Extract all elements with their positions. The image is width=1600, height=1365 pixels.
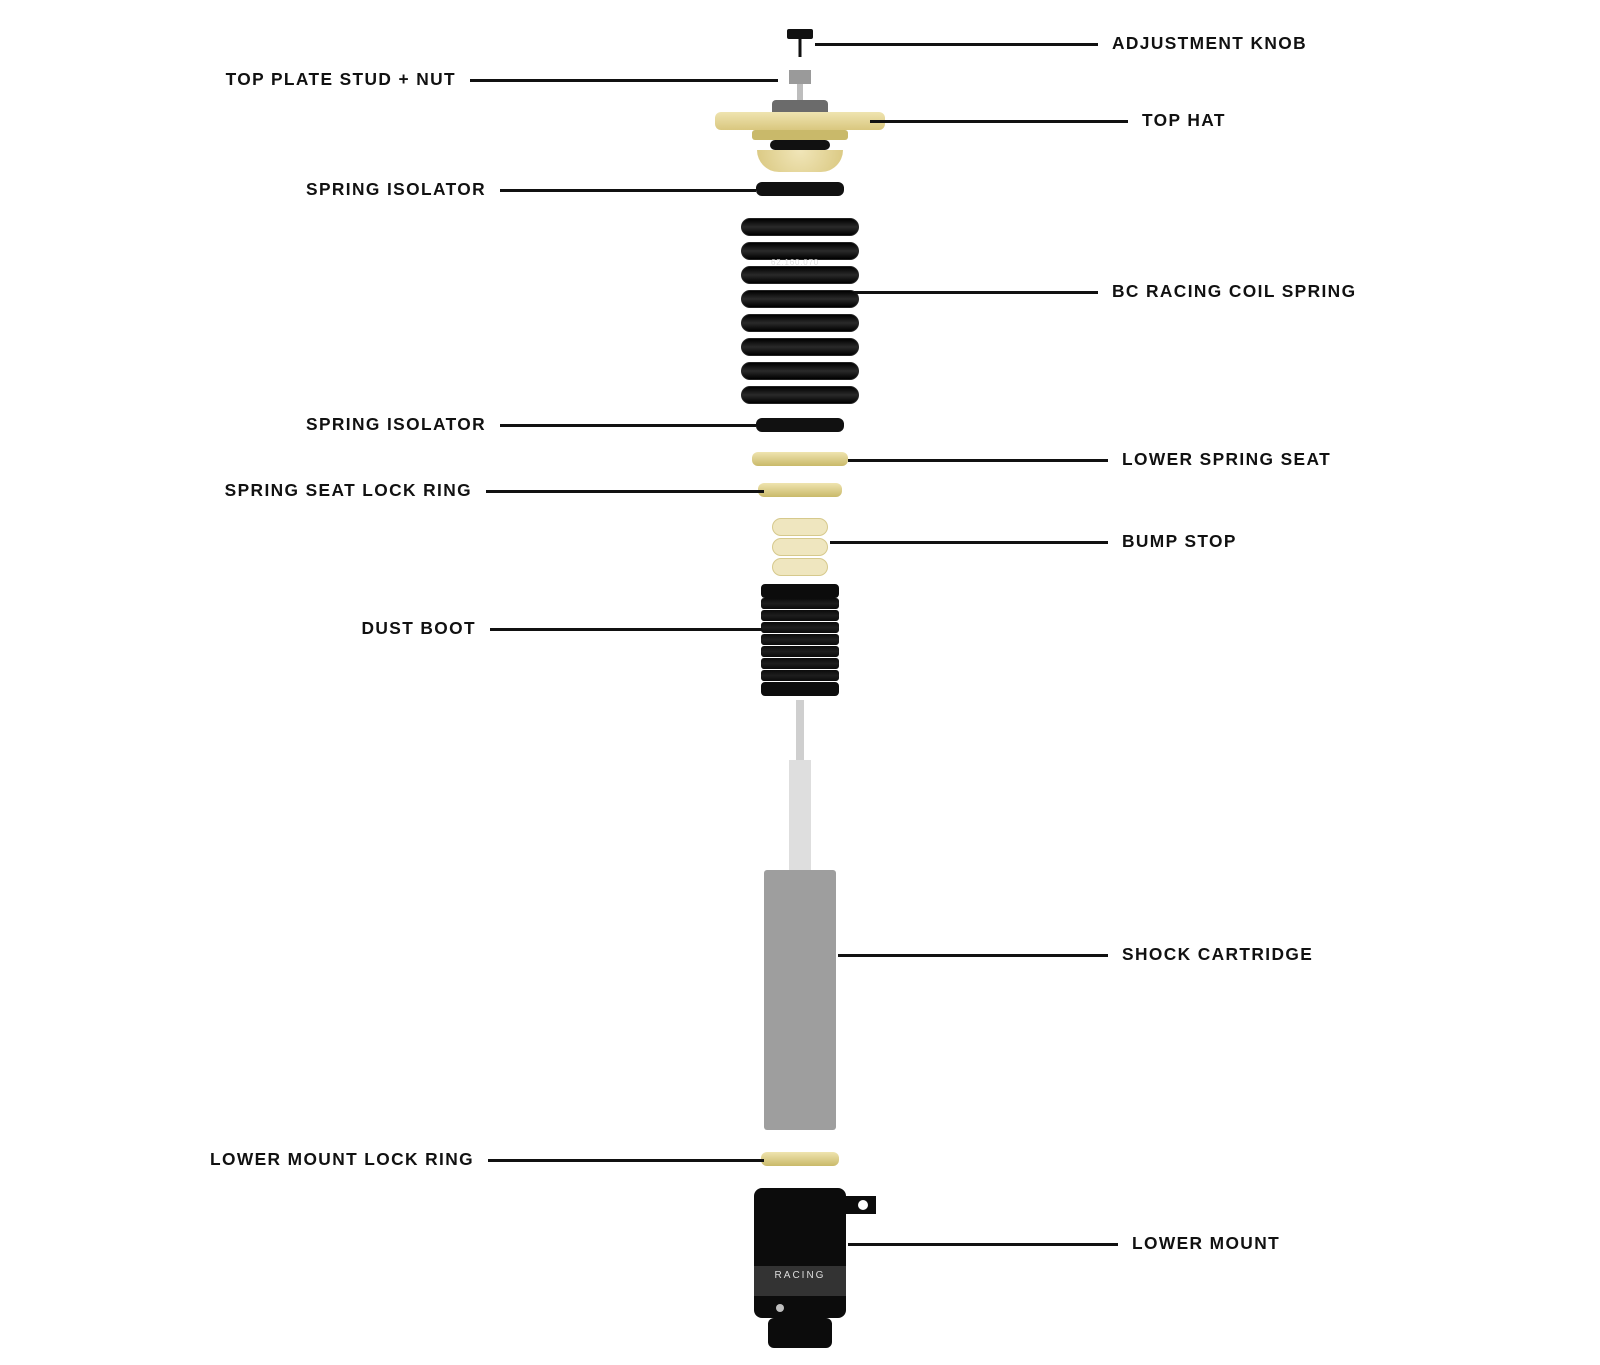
label-adjustment_knob: ADJUSTMENT KNOB [1112, 33, 1307, 54]
leader-adjustment_knob [815, 43, 1098, 46]
part-adjustment-knob-head [787, 29, 813, 39]
leader-lower_mount_lock [488, 1159, 764, 1162]
part-shock-rod-thin [796, 700, 804, 760]
label-coil_spring: BC RACING COIL SPRING [1112, 281, 1356, 302]
part-lower-mount-body: RACING [754, 1188, 846, 1318]
label-lower_mount_lock: LOWER MOUNT LOCK RING [0, 1149, 474, 1170]
part-dust-boot [761, 584, 839, 696]
label-top_plate_stud_nut: TOP PLATE STUD + NUT [0, 69, 456, 90]
leader-bump_stop [830, 541, 1108, 544]
leader-spring_isolator_top [500, 189, 756, 192]
coil-spring-marking: 62.160.070 [771, 258, 819, 267]
part-top-hat-collar [752, 130, 848, 140]
part-spring-isolator-bottom [756, 418, 844, 432]
part-top-hat-ring [770, 140, 830, 150]
part-shock-body [764, 870, 836, 1130]
label-dust_boot: DUST BOOT [0, 618, 476, 639]
part-lower-mount-tab [838, 1196, 876, 1214]
label-spring_seat_lock: SPRING SEAT LOCK RING [0, 480, 472, 501]
coilover-exploded-diagram: 62.160.070 RACING TOP PLATE STUD + NUT SP… [0, 0, 1600, 1365]
leader-spring_isolator_bot [500, 424, 756, 427]
label-spring_isolator_bot: SPRING ISOLATOR [0, 414, 486, 435]
part-spring-seat-lock-ring [758, 483, 842, 497]
leader-lower_mount [848, 1243, 1118, 1246]
label-lower_spring_seat: LOWER SPRING SEAT [1122, 449, 1331, 470]
leader-coil_spring [854, 291, 1098, 294]
part-lower-mount-brand-text: RACING [754, 1270, 846, 1281]
part-top-hat-skirt [757, 150, 843, 172]
part-lower-mount-step [768, 1318, 832, 1348]
leader-lower_spring_seat [848, 459, 1108, 462]
label-bump_stop: BUMP STOP [1122, 531, 1237, 552]
part-adjustment-knob-stem [799, 39, 802, 57]
label-lower_mount: LOWER MOUNT [1132, 1233, 1280, 1254]
leader-shock_cartridge [838, 954, 1108, 957]
leader-top_hat [870, 120, 1128, 123]
label-top_hat: TOP HAT [1142, 110, 1226, 131]
part-shock-rod-thick [789, 760, 811, 870]
part-coil-spring: 62.160.070 [741, 218, 859, 410]
part-bump-stop [772, 518, 828, 576]
part-top-nut [789, 70, 811, 84]
label-spring_isolator_top: SPRING ISOLATOR [0, 179, 486, 200]
part-lower-spring-seat [752, 452, 848, 466]
leader-top_plate_stud_nut [470, 79, 778, 82]
part-spring-isolator-top [756, 182, 844, 196]
leader-dust_boot [490, 628, 762, 631]
part-top-hat-plate [715, 112, 885, 130]
part-lower-mount-lock-ring [761, 1152, 839, 1166]
label-shock_cartridge: SHOCK CARTRIDGE [1122, 944, 1313, 965]
leader-spring_seat_lock [486, 490, 764, 493]
